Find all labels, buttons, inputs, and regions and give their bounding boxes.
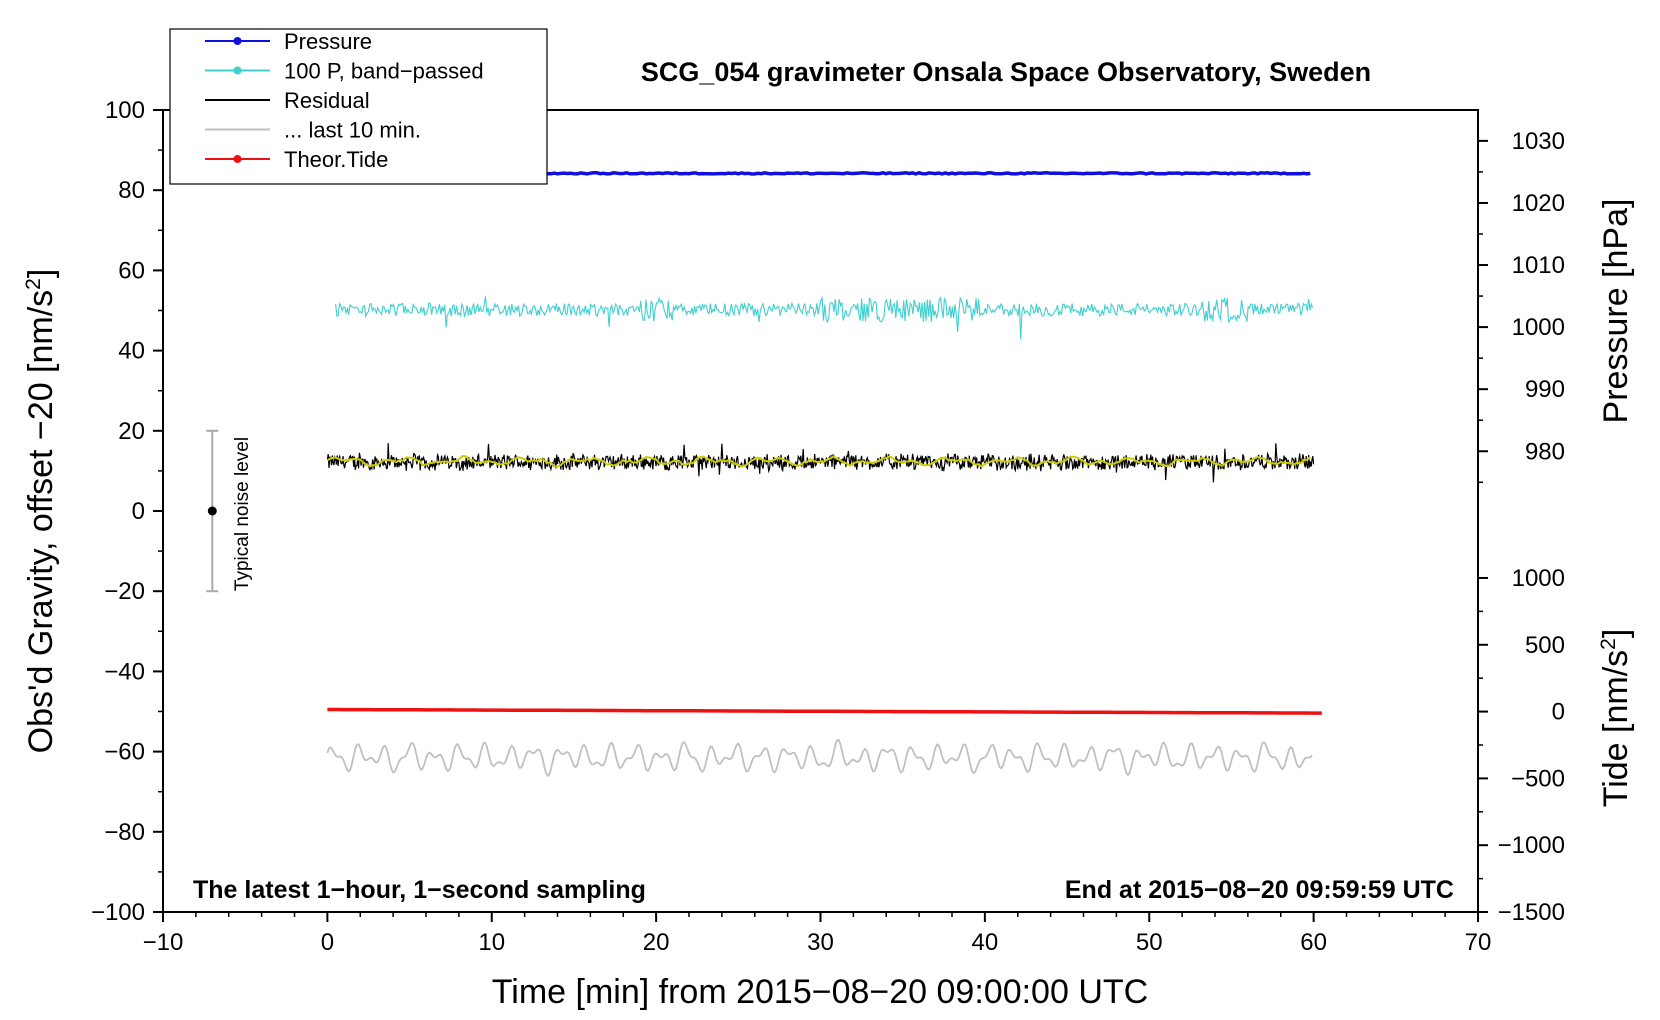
y-tick-label: 80 bbox=[118, 177, 145, 204]
x-tick-label: −10 bbox=[143, 929, 184, 956]
pressure-axis-ticks: 1030 1020 1010 1000 990 980 bbox=[1478, 128, 1565, 484]
series-residual bbox=[326, 443, 1315, 483]
chart-title: SCG_054 gravimeter Onsala Space Observat… bbox=[641, 57, 1371, 87]
y-tick-label: −60 bbox=[104, 739, 145, 766]
tide-tick-label: 0 bbox=[1552, 699, 1565, 726]
tide-tick-label: 500 bbox=[1525, 632, 1565, 659]
series-theoretical-tide bbox=[327, 707, 1322, 715]
x-axis-label: Time [min] from 2015−08−20 09:00:00 UTC bbox=[492, 973, 1148, 1011]
legend-label: 100 P, band−passed bbox=[284, 59, 484, 84]
y-tick-label: −20 bbox=[104, 578, 145, 605]
tide-tick-label: −1500 bbox=[1498, 899, 1565, 926]
legend-marker bbox=[233, 155, 242, 163]
x-tick-label: 20 bbox=[643, 929, 670, 956]
y-tick-label: −80 bbox=[104, 819, 145, 846]
y-tick-label: 20 bbox=[118, 418, 145, 445]
tide-axis-label: Tide [nm/s2] bbox=[1597, 629, 1635, 808]
tide-tick-label: 1000 bbox=[1512, 565, 1565, 592]
pressure-tick-label: 1000 bbox=[1512, 314, 1565, 341]
pressure-axis-label: Pressure [hPa] bbox=[1597, 199, 1635, 424]
y-tick-label: −40 bbox=[104, 658, 145, 685]
legend-label: Pressure bbox=[284, 29, 372, 54]
series-layer bbox=[326, 170, 1322, 778]
legend-label: ... last 10 min. bbox=[284, 118, 421, 143]
tide-tick-label: −1000 bbox=[1498, 832, 1565, 859]
x-tick-label: 50 bbox=[1136, 929, 1163, 956]
x-axis-ticks: −10 0 10 20 30 40 50 60 70 bbox=[143, 912, 1492, 956]
x-tick-label: 60 bbox=[1300, 929, 1327, 956]
pressure-tick-label: 1010 bbox=[1512, 252, 1565, 279]
x-tick-label: 30 bbox=[807, 929, 834, 956]
pressure-tick-label: 1020 bbox=[1512, 190, 1565, 217]
y-left-axis-label: Obs'd Gravity, offset −20 [nm/s2] bbox=[22, 269, 60, 754]
noise-bar-center bbox=[207, 506, 217, 516]
noise-level-label: Typical noise level bbox=[232, 437, 253, 591]
plot-frame bbox=[162, 109, 1479, 913]
pressure-tick-label: 990 bbox=[1525, 376, 1565, 403]
series-residual-smoothed bbox=[326, 455, 1311, 468]
legend-label: Residual bbox=[284, 88, 370, 113]
y-tick-label: 40 bbox=[118, 338, 145, 365]
y-tick-label: 100 bbox=[105, 97, 145, 124]
x-tick-label: 40 bbox=[972, 929, 999, 956]
pressure-tick-label: 980 bbox=[1525, 438, 1565, 465]
x-tick-label: 0 bbox=[321, 929, 334, 956]
x-tick-label: 10 bbox=[478, 929, 505, 956]
x-tick-label: 70 bbox=[1465, 929, 1492, 956]
legend-label: Theor.Tide bbox=[284, 147, 388, 172]
tide-axis-ticks: 1000 500 0 −500 −1000 −1500 bbox=[1478, 565, 1565, 926]
tide-tick-label: −500 bbox=[1511, 765, 1565, 792]
legend-marker bbox=[233, 37, 242, 45]
legend: Pressure 100 P, band−passed Residual ... la… bbox=[169, 28, 548, 185]
y-tick-label: −100 bbox=[91, 899, 145, 926]
legend-marker bbox=[233, 66, 242, 75]
noise-level-bar bbox=[206, 429, 219, 593]
annotation-end-time: End at 2015−08−20 09:59:59 UTC bbox=[1065, 876, 1454, 904]
series-last-10-min bbox=[326, 738, 1313, 778]
annotation-sampling: The latest 1−hour, 1−second sampling bbox=[193, 876, 646, 904]
y-tick-label: 0 bbox=[132, 498, 145, 525]
y-tick-label: 60 bbox=[118, 257, 145, 284]
pressure-tick-label: 1030 bbox=[1512, 128, 1565, 155]
series-band-passed-pressure bbox=[335, 295, 1314, 340]
y-left-axis-ticks: 100 80 60 40 20 0 −20 −40 −60 −80 −100 bbox=[91, 97, 163, 926]
